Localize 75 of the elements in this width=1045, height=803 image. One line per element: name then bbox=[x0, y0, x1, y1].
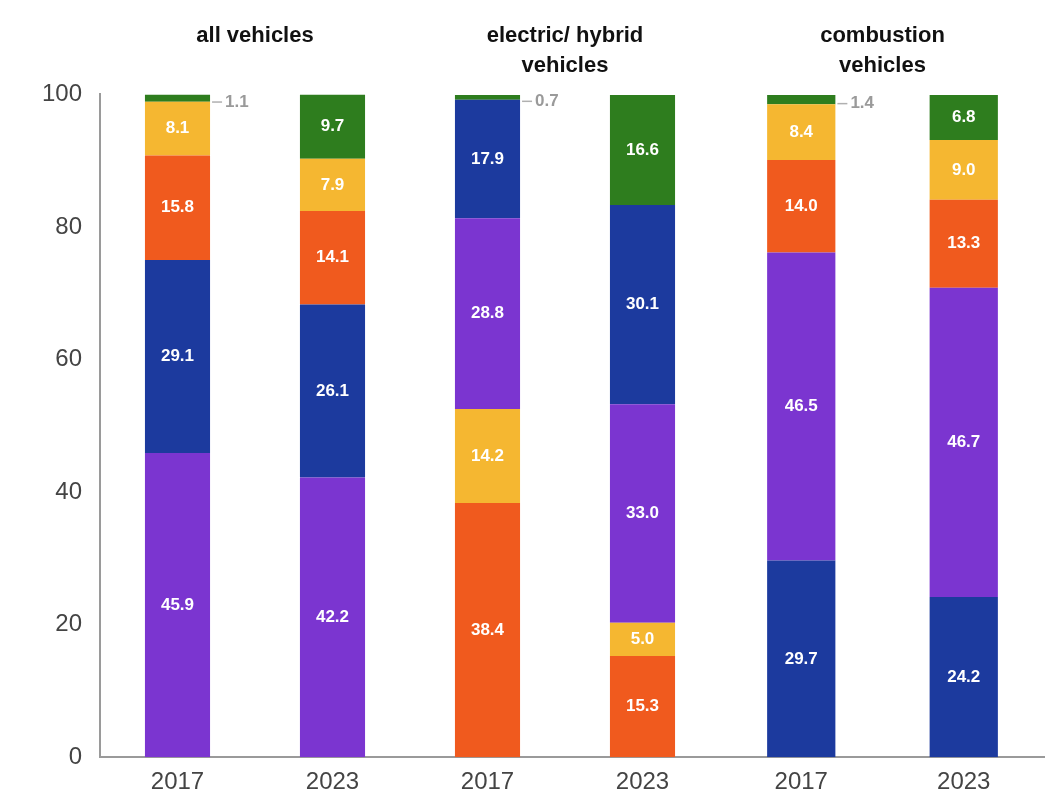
bar bbox=[609, 622, 676, 656]
x-tick-label: 2023 bbox=[937, 767, 991, 795]
bar bbox=[144, 101, 211, 156]
data-label: 5.0 bbox=[630, 629, 655, 649]
data-label: 26.1 bbox=[315, 380, 350, 400]
bar bbox=[929, 287, 998, 597]
bar bbox=[929, 95, 998, 141]
bar bbox=[767, 159, 836, 253]
data-label: 1.1 bbox=[225, 91, 249, 111]
bar bbox=[609, 204, 676, 405]
bar bbox=[929, 140, 998, 200]
bar bbox=[454, 99, 521, 219]
y-tick-label: 20 bbox=[55, 609, 82, 637]
bar bbox=[299, 477, 366, 758]
x-tick-label: 2023 bbox=[305, 767, 360, 795]
data-label: 15.3 bbox=[625, 696, 660, 716]
data-label: 14.2 bbox=[470, 445, 505, 465]
y-tick-label: 80 bbox=[55, 211, 82, 239]
data-label: 17.9 bbox=[470, 148, 505, 168]
data-label: 24.2 bbox=[947, 666, 981, 686]
data-label: 38.4 bbox=[470, 619, 505, 639]
x-tick-label: 2017 bbox=[774, 767, 828, 795]
data-label: 29.7 bbox=[784, 648, 818, 668]
bar bbox=[609, 655, 676, 758]
data-label: 29.1 bbox=[160, 346, 195, 366]
data-label: 33.0 bbox=[625, 503, 660, 523]
data-label: 16.6 bbox=[625, 139, 660, 159]
data-label: 14.1 bbox=[315, 247, 350, 267]
y-tick-label: 40 bbox=[55, 476, 82, 504]
data-label: 28.8 bbox=[470, 303, 505, 323]
bar bbox=[767, 95, 836, 105]
y-tick-label: 0 bbox=[68, 741, 82, 769]
chart-title: all vehicles bbox=[195, 21, 315, 49]
data-label: 6.8 bbox=[951, 107, 976, 127]
bar bbox=[144, 94, 211, 102]
chart-title: combustion vehicles bbox=[819, 21, 946, 79]
bar bbox=[144, 155, 211, 261]
bar bbox=[929, 596, 998, 758]
data-label: 30.1 bbox=[625, 294, 660, 314]
data-label: 46.7 bbox=[947, 432, 981, 452]
bar bbox=[454, 502, 521, 758]
x-tick-label: 2017 bbox=[150, 767, 205, 795]
y-tick-label: 60 bbox=[55, 344, 82, 372]
bar bbox=[609, 404, 676, 623]
data-label: 7.9 bbox=[320, 174, 345, 194]
bar bbox=[299, 304, 366, 478]
bar bbox=[454, 218, 521, 409]
bar bbox=[454, 95, 521, 100]
bar bbox=[144, 260, 211, 453]
data-label: 42.2 bbox=[315, 607, 350, 627]
bar bbox=[299, 211, 366, 305]
x-tick-label: 2023 bbox=[615, 767, 670, 795]
data-label: 14.0 bbox=[784, 195, 818, 215]
bar bbox=[144, 452, 211, 758]
bar bbox=[767, 104, 836, 160]
bar bbox=[929, 199, 998, 288]
bar bbox=[299, 94, 366, 159]
data-label: 46.5 bbox=[784, 396, 818, 416]
bar bbox=[767, 252, 836, 561]
data-label: 1.4 bbox=[850, 93, 875, 113]
x-tick-label: 2017 bbox=[460, 767, 515, 795]
data-label: 9.7 bbox=[320, 116, 345, 136]
data-label: 13.3 bbox=[947, 233, 981, 253]
bar bbox=[609, 95, 676, 205]
data-label: 45.9 bbox=[160, 594, 195, 614]
data-label: 0.7 bbox=[535, 91, 559, 111]
data-label: 8.4 bbox=[789, 121, 814, 141]
bar bbox=[454, 408, 521, 503]
bar bbox=[299, 158, 366, 212]
data-label: 15.8 bbox=[160, 197, 195, 217]
data-label: 8.1 bbox=[165, 118, 190, 138]
chart-title: electric/ hybrid vehicles bbox=[485, 21, 645, 79]
bar bbox=[767, 560, 836, 758]
data-label: 9.0 bbox=[951, 159, 976, 179]
y-tick-label: 100 bbox=[41, 79, 82, 107]
